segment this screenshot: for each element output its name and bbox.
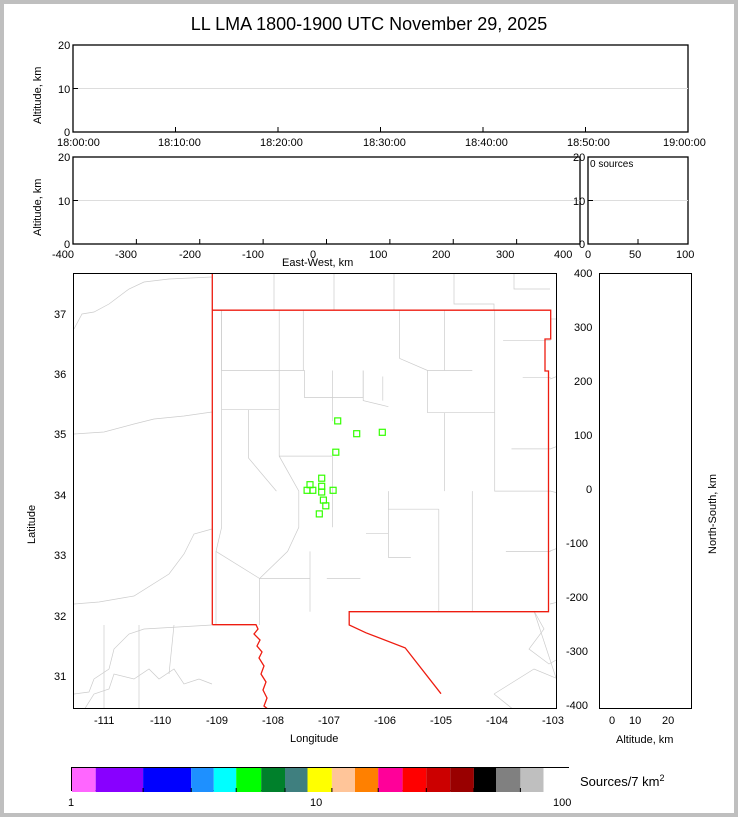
svg-text:0 sources: 0 sources — [590, 159, 633, 170]
